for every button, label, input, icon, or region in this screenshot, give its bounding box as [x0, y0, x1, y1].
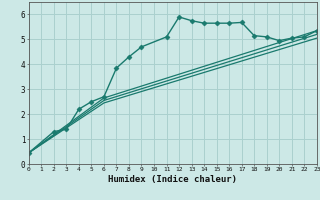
X-axis label: Humidex (Indice chaleur): Humidex (Indice chaleur) — [108, 175, 237, 184]
